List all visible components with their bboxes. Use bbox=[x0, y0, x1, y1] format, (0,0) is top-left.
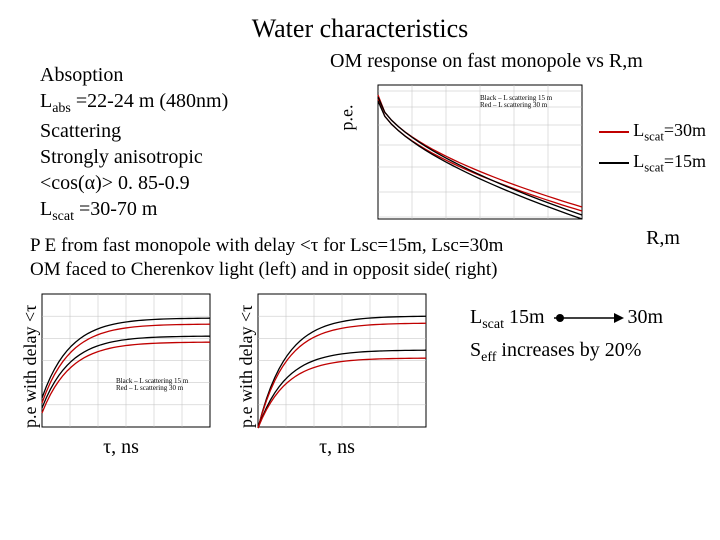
arrow-line: Lscat 15m 30m bbox=[470, 302, 663, 335]
br-arrow-left: 15m bbox=[504, 306, 550, 328]
top-legend: Lscat=30mLscat=15m bbox=[599, 116, 706, 177]
scattering-line: Scattering bbox=[40, 118, 228, 144]
labs-pre: L bbox=[40, 90, 52, 112]
br-arrow-right: 30m bbox=[628, 306, 664, 328]
seff-sub: eff bbox=[481, 350, 496, 365]
top-chart-ylabel: p.e. bbox=[337, 105, 358, 131]
seff-line: Seff increases by 20% bbox=[470, 335, 663, 368]
bottom-left-xlabel: τ, ns bbox=[26, 436, 216, 459]
labs-line: Labs =22-24 m (480nm) bbox=[40, 88, 228, 118]
top-chart-svg bbox=[360, 77, 590, 227]
mid-line1: P E from fast monopole with delay <τ for… bbox=[30, 234, 720, 258]
br-lscat-sub: scat bbox=[482, 317, 504, 332]
aniso-line: Strongly anisotropic bbox=[40, 144, 228, 170]
top-chart-title: OM response on fast monopole vs R,m bbox=[330, 50, 710, 73]
mid-line2: OM faced to Cherenkov light (left) and i… bbox=[30, 258, 720, 282]
bottom-right-ylabel: p.e with delay <τ bbox=[236, 305, 257, 428]
bottom-chart-right: p.e with delay <τ τ, ns bbox=[242, 288, 432, 459]
seff-post: increases by 20% bbox=[496, 339, 641, 361]
arrow-icon bbox=[554, 311, 624, 325]
bl-inner-legend: Black – L scattering 15 mRed – L scatter… bbox=[116, 378, 188, 392]
page-title: Water characteristics bbox=[0, 0, 720, 50]
labs-sub: abs bbox=[52, 101, 71, 116]
top-chart-area: OM response on fast monopole vs R,m p.e.… bbox=[330, 50, 710, 232]
lscat-pre: L bbox=[40, 198, 52, 220]
absorption-text: Absoption Labs =22-24 m (480nm) Scatteri… bbox=[0, 50, 228, 226]
bottom-chart-left: p.e with delay <τ Black – L scattering 1… bbox=[26, 288, 216, 459]
top-inner-legend: Black – L scattering 15 mRed – L scatter… bbox=[480, 95, 552, 109]
bottom-section: p.e with delay <τ Black – L scattering 1… bbox=[0, 282, 720, 459]
bottom-right-text: Lscat 15m 30m Seff increases by 20% bbox=[470, 302, 663, 368]
bottom-right-xlabel: τ, ns bbox=[242, 436, 432, 459]
cos-line: <cos(α)> 0. 85-0.9 bbox=[40, 170, 228, 196]
abs-heading: Absoption bbox=[40, 62, 228, 88]
lscat-line: Lscat =30-70 m bbox=[40, 196, 228, 226]
mid-text: R,m P E from fast monopole with delay <τ… bbox=[0, 226, 720, 282]
top-section: Absoption Labs =22-24 m (480nm) Scatteri… bbox=[0, 50, 720, 226]
rm-label: R,m bbox=[646, 226, 680, 251]
lscat-sub: scat bbox=[52, 209, 74, 224]
seff-pre: S bbox=[470, 339, 481, 361]
bottom-left-ylabel: p.e with delay <τ bbox=[20, 305, 41, 428]
br-lscat-pre: L bbox=[470, 306, 482, 328]
labs-val: =22-24 m (480nm) bbox=[71, 90, 228, 112]
bottom-left-svg bbox=[26, 288, 216, 433]
bottom-right-svg bbox=[242, 288, 432, 433]
lscat-val: =30-70 m bbox=[74, 198, 158, 220]
